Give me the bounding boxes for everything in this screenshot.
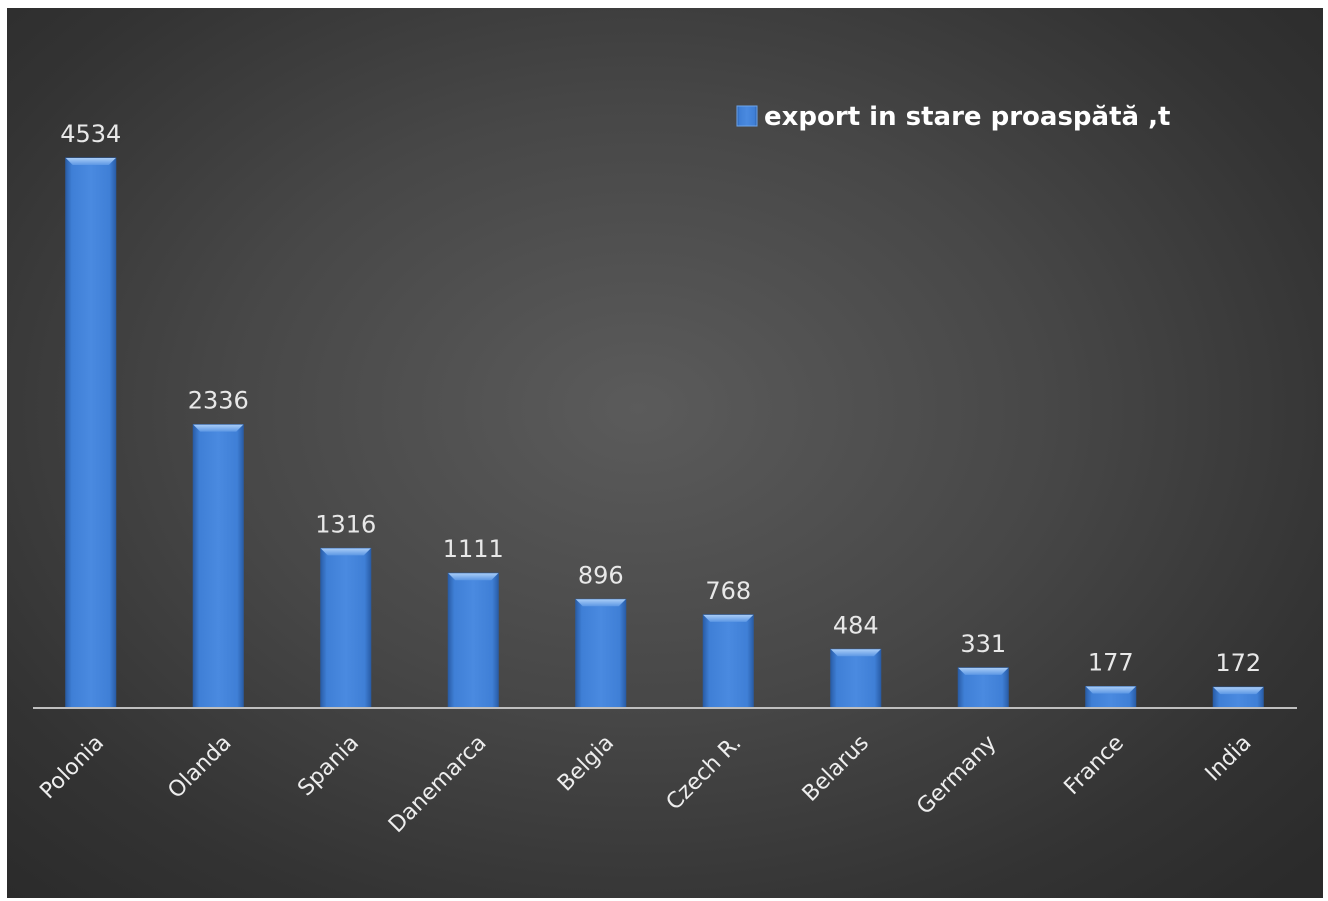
chart-area: 4534 2336 1316 1111 896 768 484 331 177 172 Polon…	[7, 8, 1323, 898]
x-tick-label: Danemarca	[384, 731, 491, 838]
x-tick-label: France	[1060, 731, 1129, 800]
bar-india	[1212, 686, 1264, 709]
bar-spania	[320, 547, 372, 709]
x-tick-label: Belgia	[553, 731, 619, 797]
x-tick-label: Czech R.	[662, 731, 747, 816]
x-tick-label: Olanda	[163, 731, 236, 804]
x-tick-label: Polonia	[35, 731, 109, 805]
x-tick-label: Spania	[293, 731, 364, 802]
bar-belgia	[575, 598, 627, 709]
data-label: 484	[833, 611, 879, 639]
bar-czech-r	[702, 614, 754, 709]
data-label: 172	[1215, 649, 1261, 677]
data-label: 1316	[315, 510, 376, 538]
data-label: 2336	[188, 387, 249, 415]
x-tick-label: Germany	[912, 731, 1001, 820]
bar-chart: 4534 2336 1316 1111 896 768 484 331 177 172 Polon…	[33, 102, 1297, 838]
data-label: 331	[960, 630, 1006, 658]
bar-danemarca	[447, 572, 499, 709]
data-label: 177	[1088, 649, 1134, 677]
bar-germany	[957, 667, 1009, 709]
bar-belarus	[830, 648, 882, 709]
data-label: 896	[578, 561, 624, 589]
bar-france	[1085, 686, 1137, 709]
legend-swatch	[736, 105, 758, 127]
data-label: 768	[705, 577, 751, 605]
bar-olanda	[192, 424, 244, 709]
bar-polonia	[65, 157, 117, 709]
data-label: 4534	[60, 120, 121, 148]
legend-label: export in stare proaspătă ,t	[764, 102, 1170, 132]
data-label: 1111	[443, 535, 504, 563]
x-tick-label: Belarus	[798, 731, 874, 807]
x-tick-label: India	[1201, 731, 1257, 787]
legend: export in stare proaspătă ,t	[736, 102, 1170, 132]
